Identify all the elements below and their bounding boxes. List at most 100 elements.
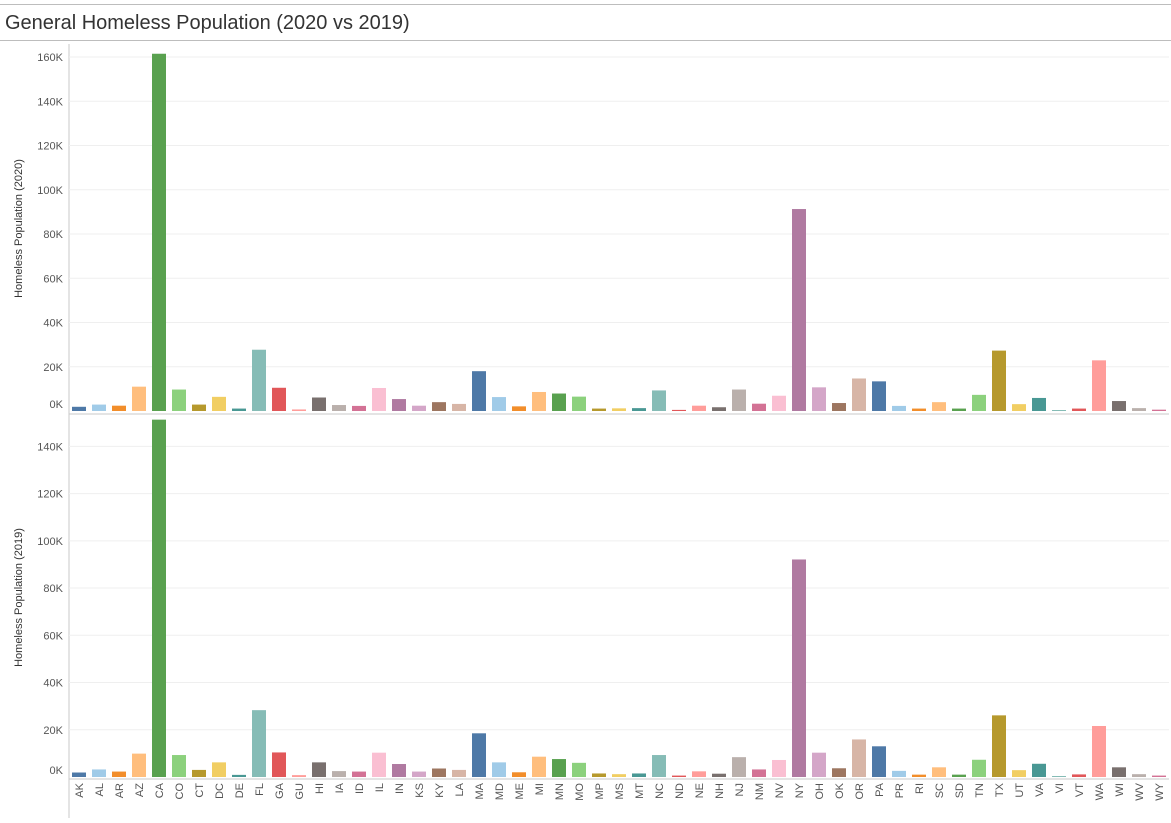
bar-nv-2019 [772,759,786,777]
bar-id-2019 [352,771,366,777]
bar-va-2020 [1032,397,1046,411]
x-category-label: WY [1154,782,1166,800]
bar-sc-2019 [932,767,946,777]
x-category-label: IA [334,782,346,793]
y-tick-label: 60K [43,273,63,285]
x-category-label: GU [294,783,306,800]
y-tick-label: 40K [43,318,63,330]
bar-or-2020 [852,378,866,411]
bar-ia-2019 [332,771,346,777]
x-category-label: GA [274,782,286,799]
x-category-label: WI [1114,783,1126,796]
bar-nm-2020 [752,403,766,411]
bar-mp-2019 [592,773,606,777]
bar-ga-2020 [272,387,286,411]
bar-nv-2020 [772,395,786,411]
bar-ny-2019 [792,559,806,777]
bar-mi-2019 [532,756,546,777]
x-category-label: WV [1134,782,1146,800]
bar-ok-2019 [832,768,846,777]
bar-wa-2019 [1092,725,1106,777]
bar-tx-2020 [992,350,1006,411]
x-category-label: TX [994,782,1006,797]
bar-ut-2020 [1012,404,1026,411]
x-category-label: MP [594,783,606,800]
bar-ny-2020 [792,209,806,411]
bar-vt-2020 [1072,408,1086,411]
x-category-label: DC [214,783,226,799]
bar-ct-2019 [192,769,206,777]
bar-wa-2020 [1092,360,1106,411]
bar-ks-2019 [412,771,426,777]
bar-nd-2019 [672,775,686,777]
bar-va-2019 [1032,763,1046,777]
x-category-label: VI [1054,783,1066,793]
bar-sc-2020 [932,402,946,411]
y-axis-title: Homeless Population (2020) [13,159,25,298]
x-category-label: AL [94,783,106,796]
y-tick-label: 120K [37,141,63,153]
y-tick-label: 80K [43,229,63,241]
bar-mo-2020 [572,396,586,411]
x-category-label: KS [414,783,426,798]
y-axis-title: Homeless Population (2019) [13,528,25,667]
bar-nd-2020 [672,409,686,411]
x-category-label: KY [434,782,446,797]
bar-ms-2020 [612,408,626,411]
bar-ct-2020 [192,404,206,411]
chart-title: General Homeless Population (2020 vs 201… [5,12,410,34]
bar-ak-2020 [72,406,86,411]
x-category-label: SD [954,783,966,798]
bar-nj-2020 [732,389,746,411]
bar-wi-2019 [1112,767,1126,777]
x-category-label: PR [894,783,906,798]
x-category-label: ID [354,783,366,794]
bar-md-2019 [492,762,506,777]
bar-pa-2019 [872,746,886,777]
x-category-label: FL [254,783,266,796]
bar-nc-2020 [652,390,666,411]
x-category-label: MO [574,783,586,801]
x-category-label: DE [234,783,246,798]
bar-or-2019 [852,739,866,777]
x-category-label: UT [1014,783,1026,798]
bar-mt-2020 [632,408,646,411]
bar-ar-2020 [112,405,126,411]
x-category-label: IN [394,783,406,794]
bar-sd-2020 [952,408,966,411]
x-category-label: NV [774,782,786,798]
x-category-label: MI [534,783,546,795]
bar-mo-2019 [572,762,586,777]
bar-gu-2020 [292,409,306,411]
y-tick-label: 100K [37,185,63,197]
x-category-label: MS [614,783,626,800]
bar-ri-2019 [912,774,926,777]
y-tick-label: 100K [37,536,63,548]
x-category-label: SC [934,783,946,798]
x-category-label: ND [674,783,686,799]
bar-wv-2019 [1132,774,1146,777]
bar-az-2020 [132,386,146,411]
bar-tn-2019 [972,759,986,777]
title-bar: General Homeless Population (2020 vs 201… [0,4,1171,41]
y-tick-label: 80K [43,583,63,595]
bar-nh-2019 [712,773,726,777]
bar-de-2019 [232,774,246,777]
bar-mi-2020 [532,391,546,411]
bar-ks-2020 [412,405,426,411]
bar-fl-2019 [252,710,266,777]
x-category-label: MN [554,783,566,800]
bar-ma-2020 [472,371,486,411]
bar-il-2019 [372,752,386,777]
x-category-label: LA [454,782,466,796]
x-category-label: MA [474,782,486,799]
x-category-label: AZ [134,783,146,797]
x-category-label: TN [974,783,986,798]
bar-vi-2020 [1052,410,1066,411]
x-category-label: PA [874,782,886,797]
bar-pr-2020 [892,405,906,411]
bar-wy-2019 [1152,775,1166,777]
bar-ca-2020 [152,53,166,411]
x-category-label: NE [694,783,706,798]
